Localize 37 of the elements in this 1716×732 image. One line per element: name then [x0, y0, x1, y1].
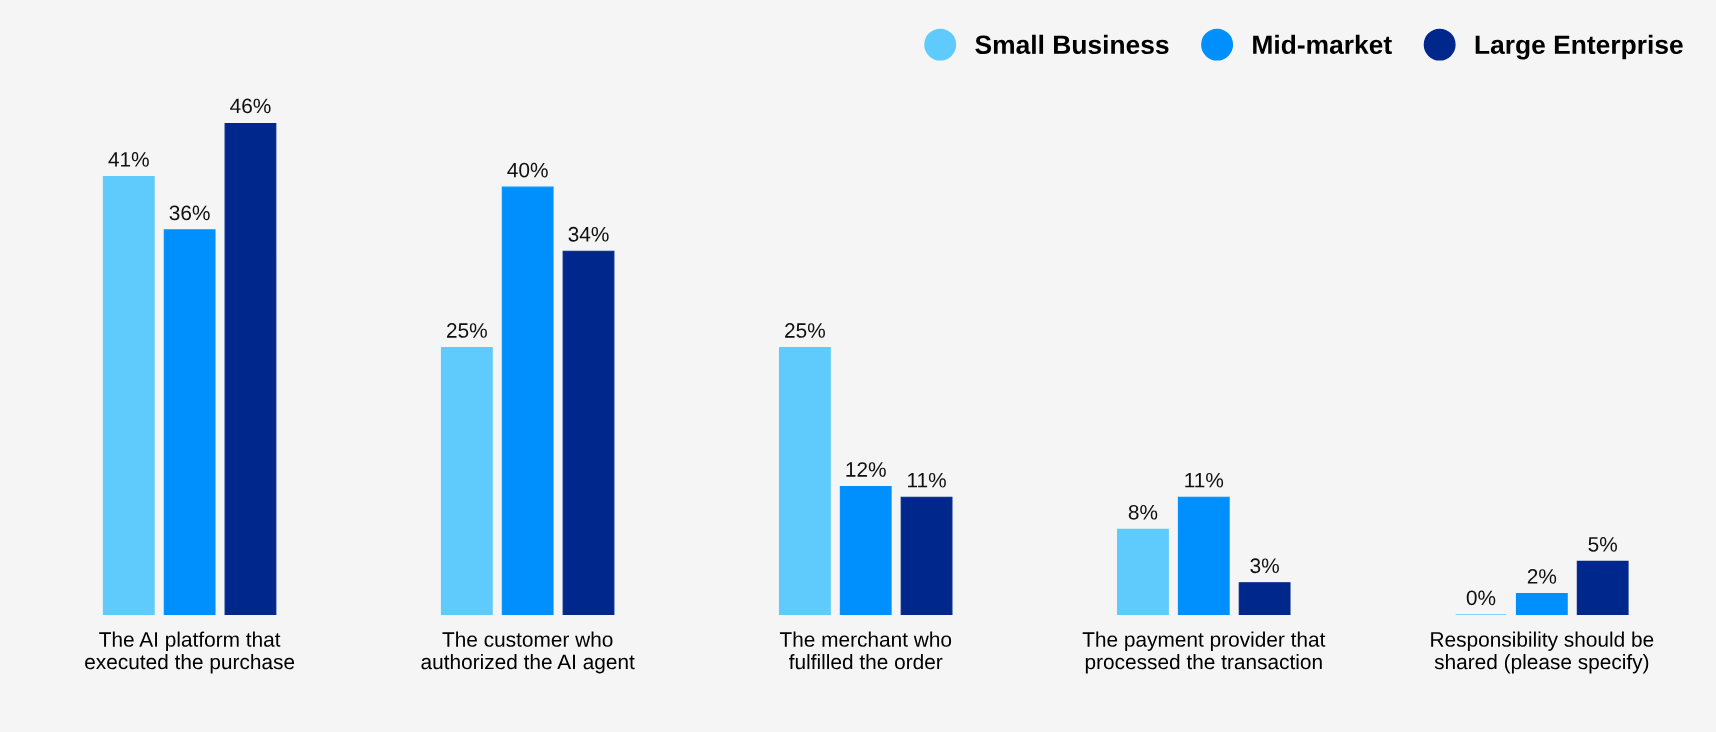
data-label: 40% — [507, 162, 548, 178]
data-label: 2% — [1527, 569, 1557, 584]
bar — [440, 346, 493, 615]
x-tick-label: The payment provider that processed the transaction — [1082, 631, 1326, 674]
data-label: 25% — [447, 323, 487, 338]
bar — [1117, 528, 1169, 615]
legend-label: Large Enterprise — [1475, 34, 1683, 60]
bar — [501, 186, 554, 615]
x-tick-label: Responsibility should be shared (please specify) — [1431, 631, 1654, 674]
bar — [778, 346, 831, 615]
bar — [1177, 496, 1230, 615]
data-label: 36% — [169, 205, 210, 221]
data-label: 5% — [1588, 537, 1617, 552]
bar — [163, 229, 216, 615]
bar — [562, 250, 615, 615]
bar — [102, 175, 155, 615]
bar — [1515, 592, 1568, 615]
data-label: 11% — [1185, 472, 1224, 488]
data-label: 11% — [908, 472, 946, 488]
data-label: 41% — [108, 152, 149, 167]
bar — [900, 496, 953, 615]
data-label: 34% — [568, 226, 609, 242]
data-label: 0% — [1466, 590, 1496, 606]
data-label: 3% — [1250, 558, 1279, 574]
bar — [1576, 560, 1629, 615]
legend-label: Mid-market — [1253, 34, 1392, 55]
data-label: 46% — [230, 98, 271, 114]
bar — [1238, 582, 1291, 615]
x-tick-label: The merchant who fulfilled the order — [779, 631, 952, 670]
x-tick-label: The customer who authorized the AI agent — [421, 631, 635, 674]
legend-label: Small Business — [975, 34, 1169, 55]
data-label: 12% — [846, 462, 886, 477]
data-label: 8% — [1128, 504, 1158, 520]
x-tick-label: The AI platform that executed the purchase — [85, 631, 295, 674]
bar — [839, 486, 892, 615]
data-label: 25% — [785, 323, 825, 338]
bar — [224, 122, 277, 615]
